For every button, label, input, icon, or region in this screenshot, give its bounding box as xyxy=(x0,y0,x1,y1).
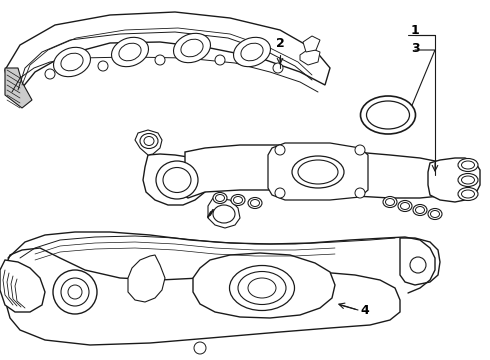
Ellipse shape xyxy=(458,158,478,171)
Polygon shape xyxy=(400,238,440,285)
Text: 3: 3 xyxy=(411,41,419,54)
Ellipse shape xyxy=(273,63,283,73)
Ellipse shape xyxy=(398,201,412,212)
Ellipse shape xyxy=(173,33,211,63)
Ellipse shape xyxy=(53,47,91,77)
Ellipse shape xyxy=(213,205,235,223)
Ellipse shape xyxy=(213,193,227,203)
Polygon shape xyxy=(208,198,240,228)
Ellipse shape xyxy=(298,160,338,184)
Ellipse shape xyxy=(355,145,365,155)
Polygon shape xyxy=(135,130,162,155)
Ellipse shape xyxy=(292,156,344,188)
Ellipse shape xyxy=(248,278,276,298)
Ellipse shape xyxy=(155,55,165,65)
Ellipse shape xyxy=(275,188,285,198)
Ellipse shape xyxy=(416,207,424,213)
Ellipse shape xyxy=(234,197,243,203)
Ellipse shape xyxy=(238,271,286,305)
Polygon shape xyxy=(185,145,455,198)
Ellipse shape xyxy=(156,161,198,199)
Ellipse shape xyxy=(68,285,82,299)
Ellipse shape xyxy=(61,278,89,306)
Ellipse shape xyxy=(458,188,478,201)
Ellipse shape xyxy=(112,37,148,67)
Text: 4: 4 xyxy=(360,303,369,316)
Ellipse shape xyxy=(216,194,224,202)
Ellipse shape xyxy=(241,43,263,61)
Ellipse shape xyxy=(163,167,191,193)
Polygon shape xyxy=(428,158,480,202)
Ellipse shape xyxy=(45,69,55,79)
Ellipse shape xyxy=(410,257,426,273)
Polygon shape xyxy=(143,154,208,205)
Ellipse shape xyxy=(462,161,474,169)
Ellipse shape xyxy=(428,208,442,220)
Ellipse shape xyxy=(119,43,141,61)
Ellipse shape xyxy=(248,198,262,208)
Text: 1: 1 xyxy=(411,23,419,36)
Ellipse shape xyxy=(462,190,474,198)
Ellipse shape xyxy=(458,174,478,186)
Ellipse shape xyxy=(355,188,365,198)
Polygon shape xyxy=(268,143,368,200)
Polygon shape xyxy=(5,68,32,108)
Ellipse shape xyxy=(367,101,410,129)
Ellipse shape xyxy=(181,39,203,57)
Polygon shape xyxy=(303,36,320,52)
Ellipse shape xyxy=(361,96,416,134)
Ellipse shape xyxy=(98,61,108,71)
Ellipse shape xyxy=(431,211,440,217)
Polygon shape xyxy=(0,260,45,312)
Polygon shape xyxy=(5,12,330,100)
Text: 2: 2 xyxy=(275,37,284,50)
Ellipse shape xyxy=(61,53,83,71)
Ellipse shape xyxy=(275,145,285,155)
Polygon shape xyxy=(3,248,400,345)
Ellipse shape xyxy=(250,199,260,207)
Ellipse shape xyxy=(234,37,270,67)
Ellipse shape xyxy=(229,266,294,310)
Ellipse shape xyxy=(194,342,206,354)
Ellipse shape xyxy=(400,202,410,210)
Ellipse shape xyxy=(462,176,474,184)
Polygon shape xyxy=(300,48,320,65)
Ellipse shape xyxy=(140,134,158,149)
Polygon shape xyxy=(193,253,335,318)
Polygon shape xyxy=(128,255,165,302)
Ellipse shape xyxy=(144,136,154,145)
Ellipse shape xyxy=(383,197,397,207)
Ellipse shape xyxy=(53,270,97,314)
Ellipse shape xyxy=(231,194,245,206)
Ellipse shape xyxy=(413,204,427,216)
Ellipse shape xyxy=(386,198,394,206)
Ellipse shape xyxy=(215,55,225,65)
